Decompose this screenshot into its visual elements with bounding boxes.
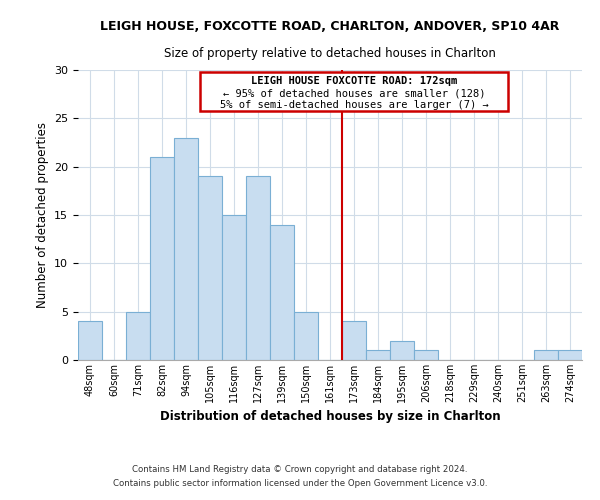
Bar [342,322,366,360]
Text: ← 95% of detached houses are smaller (128): ← 95% of detached houses are smaller (12… [223,88,485,99]
Bar [78,322,102,360]
Bar [366,350,390,360]
Bar [174,138,198,360]
Bar [126,312,150,360]
Bar [414,350,438,360]
Bar [534,350,558,360]
Bar [222,215,246,360]
Text: Size of property relative to detached houses in Charlton: Size of property relative to detached ho… [164,48,496,60]
X-axis label: Distribution of detached houses by size in Charlton: Distribution of detached houses by size … [160,410,500,424]
Bar [294,312,318,360]
Bar [558,350,582,360]
Text: LEIGH HOUSE FOXCOTTE ROAD: 172sqm: LEIGH HOUSE FOXCOTTE ROAD: 172sqm [251,76,457,86]
Text: LEIGH HOUSE, FOXCOTTE ROAD, CHARLTON, ANDOVER, SP10 4AR: LEIGH HOUSE, FOXCOTTE ROAD, CHARLTON, AN… [100,20,560,33]
Text: Contains HM Land Registry data © Crown copyright and database right 2024.
Contai: Contains HM Land Registry data © Crown c… [113,466,487,487]
Bar [246,176,270,360]
Bar [270,224,294,360]
Bar [200,72,508,110]
Bar [390,340,414,360]
Text: 5% of semi-detached houses are larger (7) →: 5% of semi-detached houses are larger (7… [220,100,488,110]
Bar [150,157,174,360]
Y-axis label: Number of detached properties: Number of detached properties [35,122,49,308]
Bar [198,176,222,360]
